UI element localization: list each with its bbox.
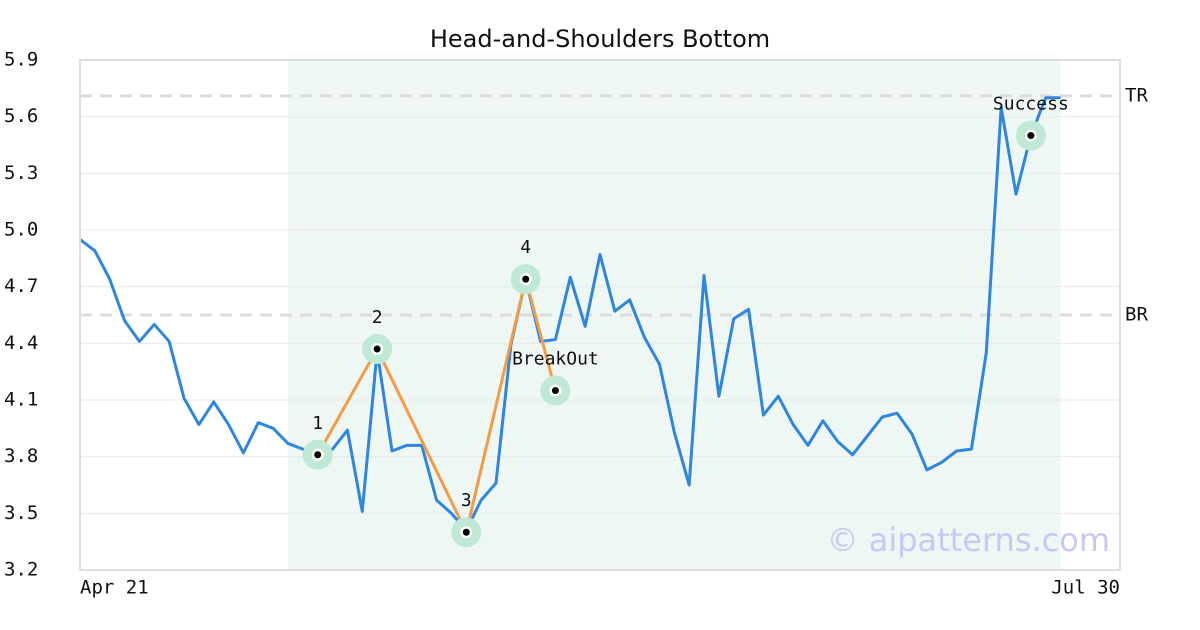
y-tick-label: 5.3	[4, 162, 38, 184]
y-tick-label: 5.9	[4, 49, 38, 71]
y-tick-label: 5.0	[4, 219, 38, 241]
point	[462, 528, 470, 536]
y-tick-label: 4.1	[4, 389, 38, 411]
point-label: 2	[372, 307, 383, 328]
y-tick-label: 5.6	[4, 105, 38, 127]
price-line	[79, 96, 1061, 532]
point-label: 1	[312, 413, 323, 434]
point	[373, 345, 381, 353]
point-label: 4	[520, 237, 531, 258]
point	[522, 275, 530, 283]
y-tick-label: 4.7	[4, 275, 38, 297]
level-label: TR	[1125, 84, 1148, 106]
chart-title: Head-and-Shoulders Bottom	[430, 25, 770, 53]
y-tick-label: 3.5	[4, 502, 38, 524]
plot-frame	[79, 59, 1121, 571]
y-tick-label: 4.4	[4, 332, 38, 354]
point	[1027, 132, 1035, 140]
y-tick-label: 3.2	[4, 559, 38, 581]
point-label: Success	[993, 94, 1069, 115]
point-label: BreakOut	[512, 349, 599, 370]
point	[314, 451, 322, 459]
watermark: © aipatterns.com	[827, 521, 1110, 559]
point-label: 3	[461, 490, 472, 511]
x-tick-label: Jul 30	[1051, 577, 1120, 599]
y-tick-label: 3.8	[4, 445, 38, 467]
point	[551, 387, 559, 395]
level-label: BR	[1125, 304, 1148, 326]
x-tick-label: Apr 21	[80, 577, 149, 599]
